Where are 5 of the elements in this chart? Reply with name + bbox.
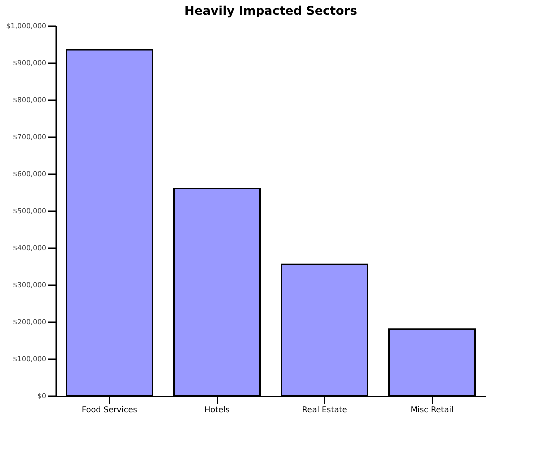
x-tick-label: Hotels: [204, 406, 230, 414]
x-tick-label: Food Services: [82, 406, 138, 414]
chart-title: Heavily Impacted Sectors: [184, 4, 358, 18]
x-tick-label: Real Estate: [302, 406, 348, 414]
x-tick-label: Misc Retail: [410, 406, 454, 414]
